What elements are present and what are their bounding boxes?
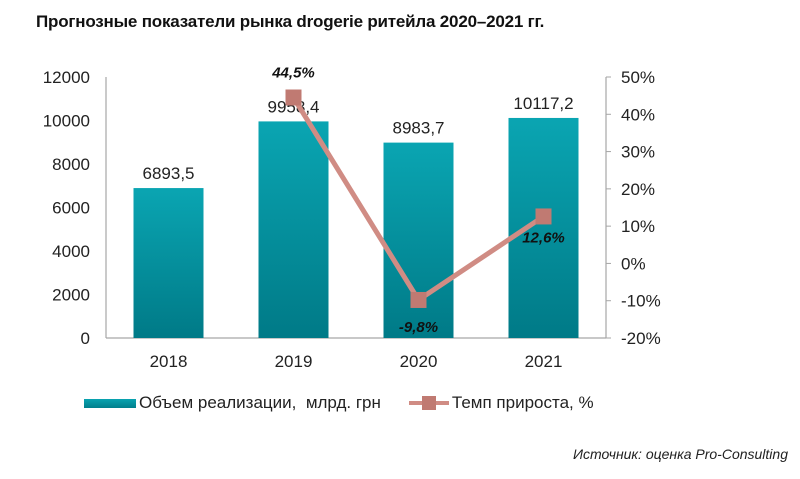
legend-item-growth: Темп прироста, %: [408, 393, 594, 413]
bar-value-label: 6893,5: [143, 164, 195, 183]
legend-label-volume: Объем реализации, млрд. грн: [139, 393, 381, 412]
right-tick-label: 10%: [621, 217, 655, 236]
right-tick-label: -20%: [621, 329, 661, 348]
bar-2020: [383, 142, 454, 338]
left-tick-label: 8000: [52, 155, 90, 174]
left-tick-label: 12000: [43, 68, 90, 87]
right-tick-label: 30%: [621, 143, 655, 162]
growth-marker-2019: [285, 89, 302, 106]
left-tick-label: 10000: [43, 112, 90, 131]
right-tick-label: 50%: [621, 68, 655, 87]
legend-bar-swatch: [84, 398, 136, 408]
right-tick-label: 40%: [621, 105, 655, 124]
bar-value-label: 8983,7: [393, 119, 445, 138]
x-tick-label: 2020: [400, 352, 438, 371]
bar-2021: [508, 117, 579, 338]
x-tick-label: 2019: [275, 352, 313, 371]
bar-value-label: 9958,4: [268, 97, 320, 116]
source-note: Источник: оценка Pro-Consulting: [573, 446, 788, 462]
growth-value-label: 44,5%: [271, 65, 315, 82]
chart-title: Прогнозные показатели рынка drogerie рит…: [36, 12, 545, 31]
x-tick-label: 2021: [525, 352, 563, 371]
left-tick-label: 4000: [52, 242, 90, 261]
legend: Объем реализации, млрд. грн Темп прирост…: [84, 393, 622, 413]
x-tick-label: 2018: [150, 352, 188, 371]
legend-label-growth: Темп прироста, %: [451, 393, 594, 412]
legend-line-swatch: [408, 395, 449, 411]
right-tick-label: 0%: [621, 254, 646, 273]
left-tick-label: 0: [81, 329, 90, 348]
bar-2018: [133, 188, 204, 338]
growth-marker-2020: [410, 291, 427, 308]
growth-value-label: -9,8%: [399, 319, 438, 336]
right-tick-label: 20%: [621, 180, 655, 199]
bar-value-label: 10117,2: [513, 94, 573, 113]
left-tick-label: 2000: [52, 286, 90, 305]
left-tick-label: 6000: [52, 199, 90, 218]
legend-item-volume: Объем реализации, млрд. грн: [84, 393, 381, 413]
growth-marker-2021: [535, 208, 552, 225]
bar-2019: [258, 121, 329, 338]
growth-value-label: 12,6%: [522, 229, 565, 246]
right-tick-label: -10%: [621, 292, 661, 311]
